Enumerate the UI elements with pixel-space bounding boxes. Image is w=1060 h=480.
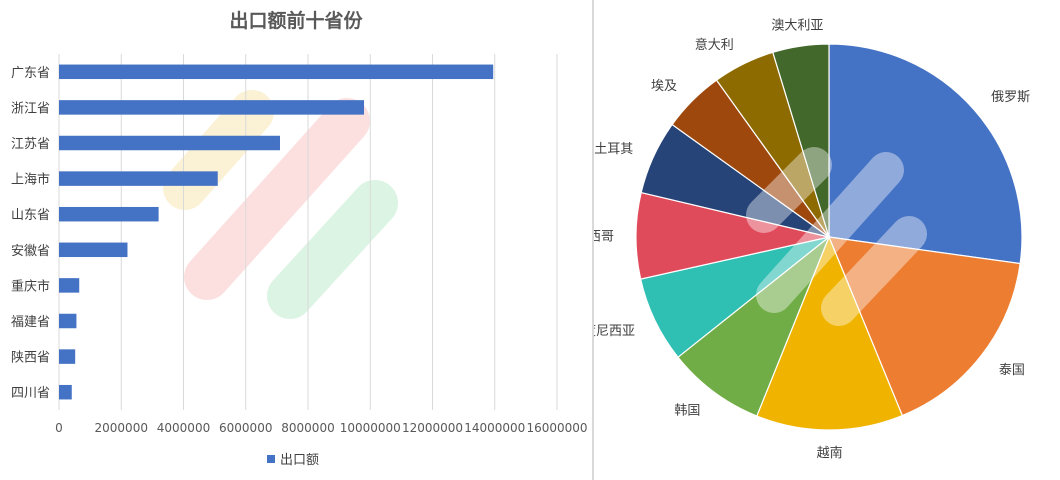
bar-chart-panel: 出口额前十省份 广东省浙江省江苏省上海市山东省安徽省重庆市福建省陕西省四川省 0… [11,9,588,468]
x-tick-label: 10000000 [340,421,401,435]
pie-slice [828,43,1023,265]
x-tick-label: 6000000 [219,421,272,435]
bar [59,206,159,222]
panel-divider [592,0,594,480]
watermark-decoration [746,147,927,326]
x-axis-tick-labels: 0 2000000 4000000 6000000 8000000 10000000 120… [55,421,587,435]
pie-slice [677,235,831,417]
legend-label: 出口额 [280,453,319,468]
bar [59,384,72,400]
legend: 出口额 [267,453,319,468]
bar [59,278,80,293]
category-label: 重庆市 [11,278,50,294]
bar [59,349,76,364]
category-label: 陕西省 [11,351,50,366]
pie-label: 墨西哥 [594,230,614,245]
category-label: 安徽省 [11,244,50,259]
bar [59,100,365,115]
x-tick-label: 8000000 [281,421,334,435]
category-label: 福建省 [11,315,50,330]
x-tick-label: 2000000 [95,421,148,435]
category-label: 广东省 [11,66,50,81]
pie-label: 土耳其 [594,142,633,157]
pie-label: 越南 [817,445,843,461]
bar [59,242,128,258]
category-label: 上海市 [11,172,50,188]
bar [59,171,218,186]
x-tick-label: 12000000 [402,421,463,435]
category-label: 四川省 [11,386,50,401]
pie-label: 泰国 [999,363,1025,378]
pie-label: 俄罗斯 [991,90,1030,105]
pie-label: 印度尼西亚 [594,323,635,339]
category-label: 山东省 [11,208,50,223]
x-tick-label: 0 [55,421,63,435]
pie-label: 意大利 [695,37,734,53]
bar [59,135,280,151]
x-tick-label: 16000000 [526,421,587,435]
legend-swatch [267,455,275,463]
bar-series [59,64,494,400]
bar [59,64,494,80]
category-label: 江苏省 [11,136,50,152]
x-tick-label: 14000000 [464,421,525,435]
pie-slice [756,235,904,431]
pie-label: 澳大利亚 [771,17,823,33]
pie-slices [635,43,1023,431]
category-label: 浙江省 [11,101,50,116]
pie-slice [772,43,830,238]
x-tick-label: 4000000 [157,421,210,435]
pie-slice [828,236,1021,417]
pie-label: 埃及 [651,79,677,94]
bar [59,313,77,329]
chart-title: 出口额前十省份 [229,9,363,32]
pie-label: 韩国 [674,403,700,418]
